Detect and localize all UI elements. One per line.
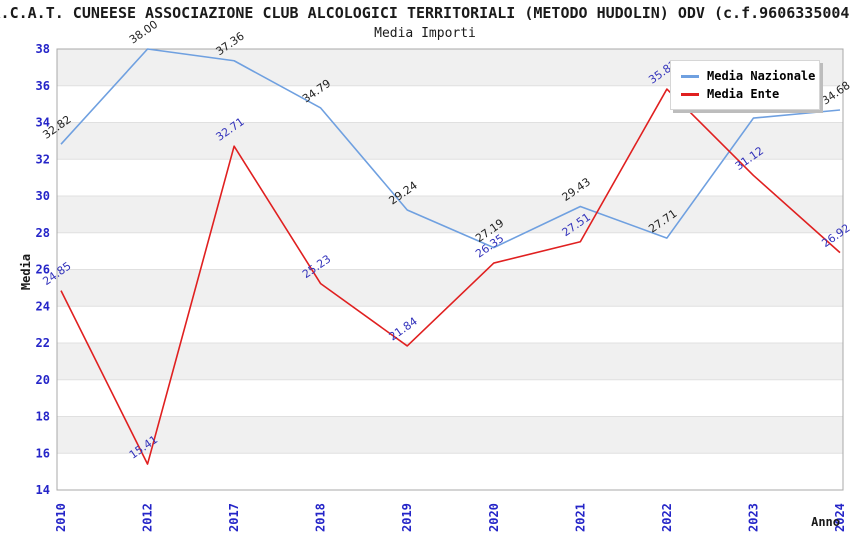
legend-swatch-blue (681, 74, 699, 78)
x-tick-label: 2018 (314, 503, 328, 532)
x-tick-label: 2023 (746, 503, 760, 532)
plot-band (57, 196, 843, 233)
legend-label: Media Ente (707, 87, 780, 101)
x-tick-label: 2022 (660, 503, 674, 532)
plot-band (57, 306, 843, 343)
plot-band (57, 232, 843, 270)
y-tick-label: 36 (36, 79, 50, 93)
plot-band (57, 269, 843, 307)
y-tick-label: 38 (36, 42, 50, 56)
plot-band (57, 453, 843, 490)
plot-band (57, 416, 843, 454)
legend-item-media-nazionale: Media Nazionale (681, 67, 819, 85)
x-tick-label: 2012 (141, 503, 155, 532)
legend-label: Media Nazionale (707, 69, 816, 83)
chart-subtitle: Media Importi (374, 26, 476, 41)
y-tick-label: 26 (36, 263, 50, 277)
y-tick-label: 16 (36, 446, 50, 460)
legend-swatch-red (681, 92, 699, 96)
y-tick-label: 24 (36, 299, 50, 313)
x-axis-title: Anno (811, 515, 840, 529)
chart-title: A.C.A.T. CUNEESE ASSOCIAZIONE CLUB ALCOL… (0, 4, 850, 22)
y-tick-label: 14 (36, 483, 50, 497)
y-tick-label: 28 (36, 226, 50, 240)
x-tick-label: 2021 (573, 503, 587, 532)
y-tick-label: 20 (36, 373, 50, 387)
plot-border (56, 48, 844, 491)
y-tick-label: 30 (36, 189, 50, 203)
y-tick-label: 32 (36, 152, 50, 166)
y-tick-label: 18 (36, 410, 50, 424)
series-line-media-nazionale (60, 48, 841, 249)
x-tick-label: 2017 (227, 503, 241, 532)
y-axis-title: Media (19, 253, 34, 291)
y-tick-label: 34 (36, 116, 50, 130)
x-tick-label: 2019 (400, 503, 414, 532)
legend-item-media-ente: Media Ente (681, 85, 819, 103)
plot-band (57, 343, 843, 380)
plot-band (57, 122, 843, 160)
series-line-media-ente (60, 88, 841, 465)
x-tick-label: 2024 (833, 503, 847, 532)
legend: Media Nazionale Media Ente (670, 60, 820, 110)
x-tick-label: 2020 (487, 503, 501, 532)
plot-band (57, 159, 843, 196)
y-tick-label: 22 (36, 336, 50, 350)
x-tick-label: 2010 (54, 503, 68, 532)
plot-band (57, 379, 843, 417)
